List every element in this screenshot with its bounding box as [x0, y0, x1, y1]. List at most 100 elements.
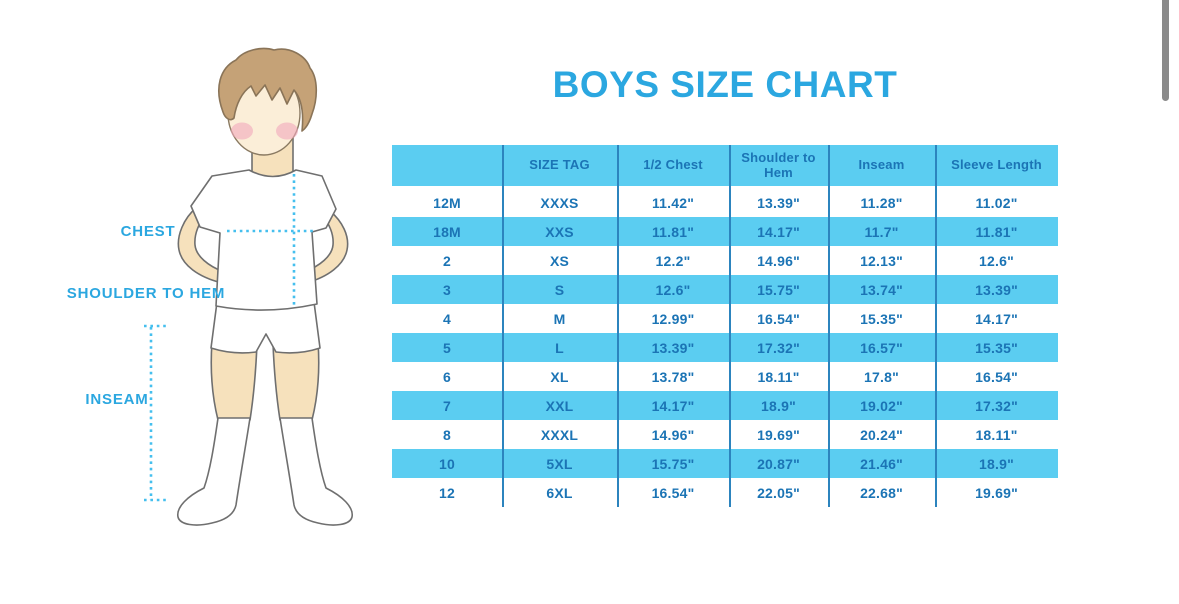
page-title: BOYS SIZE CHART	[552, 64, 898, 105]
table-cell: 19.02"	[860, 397, 903, 414]
table-row: 6 XL 13.78" 18.11" 17.8" 16.54"	[392, 362, 1058, 391]
table-cell: 18.9"	[979, 455, 1014, 472]
boy-figure-illustration: CHEST SHOULDER TO HEM INSEAM	[67, 47, 353, 526]
table-cell: 11.02"	[975, 194, 1018, 211]
table-header-cell: Inseam	[858, 157, 905, 173]
table-cell: 16.54"	[975, 368, 1018, 385]
table-cell: 15.35"	[860, 310, 903, 327]
table-cell: 15.75"	[757, 281, 800, 298]
table-header-cell: Shoulder to Hem	[741, 149, 816, 180]
table-cell: 13.74"	[860, 281, 903, 298]
table-row: 2 XS 12.2" 14.96" 12.13" 12.6"	[392, 246, 1058, 275]
table-cell: 5XL	[546, 455, 573, 472]
table-cell: 11.81"	[651, 223, 695, 240]
table-cell: 6XL	[546, 484, 573, 501]
table-cell: 19.69"	[757, 426, 800, 443]
figure-tshirt	[190, 169, 337, 311]
table-header-row: SIZE TAG 1/2 Chest Shoulder to Hem Inseam Sl…	[392, 145, 1058, 186]
table-cell: L	[555, 339, 564, 356]
table-cell: 18.9"	[761, 397, 796, 414]
table-cell: 11.81"	[975, 223, 1018, 240]
table-cell: S	[554, 281, 565, 298]
figure-left-sock	[177, 417, 251, 526]
table-cell: 17.32"	[757, 339, 800, 356]
size-table: SIZE TAG 1/2 Chest Shoulder to Hem Inseam Sl…	[392, 145, 1058, 507]
table-row: 4 M 12.99" 16.54" 15.35" 14.17"	[392, 304, 1058, 333]
row-age-label: 6	[443, 368, 451, 385]
column-divider	[729, 145, 731, 507]
table-cell: XL	[550, 368, 569, 385]
table-cell: 14.17"	[757, 223, 800, 240]
table-cell: 12.6"	[655, 281, 691, 298]
table-header-cell: Sleeve Length	[951, 157, 1042, 173]
row-age-label: 18M	[433, 223, 461, 240]
table-row: 3 S 12.6" 15.75" 13.74" 13.39"	[392, 275, 1058, 304]
figure-right-leg	[272, 341, 320, 421]
column-divider	[502, 145, 504, 507]
row-age-label: 12M	[433, 194, 461, 211]
table-row: 7 XXL 14.17" 18.9" 19.02" 17.32"	[392, 391, 1058, 420]
table-header-cell: SIZE TAG	[529, 157, 590, 173]
table-cell: 16.54"	[651, 484, 695, 501]
figure-left-leg	[210, 341, 258, 421]
row-age-label: 5	[443, 339, 451, 356]
figure-hair	[218, 47, 318, 132]
table-cell: 12.99"	[651, 310, 695, 327]
table-row: 10 5XL 15.75" 20.87" 21.46" 18.9"	[392, 449, 1058, 478]
table-cell: 11.7"	[864, 223, 899, 240]
table-cell: 18.11"	[757, 368, 800, 385]
table-cell: 22.05"	[757, 484, 800, 501]
table-cell: 18.11"	[975, 426, 1018, 443]
table-row: 12M XXXS 11.42" 13.39" 11.28" 11.02"	[392, 188, 1058, 217]
figure-right-cheek-blush	[276, 122, 298, 140]
table-cell: XXXS	[540, 194, 579, 211]
chest-label: CHEST	[121, 223, 176, 240]
column-divider	[828, 145, 830, 507]
table-cell: 13.39"	[757, 194, 800, 211]
table-cell: 17.8"	[864, 368, 899, 385]
table-cell: 11.28"	[860, 194, 903, 211]
table-cell: 14.96"	[757, 252, 800, 269]
table-cell: 13.39"	[651, 339, 695, 356]
table-row: 8 XXXL 14.96" 19.69" 20.24" 18.11"	[392, 420, 1058, 449]
row-age-label: 10	[439, 455, 455, 472]
table-header-cell	[392, 145, 502, 186]
figure-left-cheek-blush	[231, 122, 253, 140]
table-cell: 14.96"	[651, 426, 695, 443]
table-cell: 22.68"	[860, 484, 903, 501]
column-divider	[617, 145, 619, 507]
table-row: 18M XXS 11.81" 14.17" 11.7" 11.81"	[392, 217, 1058, 246]
table-row: 12 6XL 16.54" 22.05" 22.68" 19.69"	[392, 478, 1058, 507]
inseam-label: INSEAM	[85, 391, 148, 408]
row-age-label: 12	[439, 484, 455, 501]
table-cell: 20.87"	[757, 455, 800, 472]
shoulder-to-hem-label: SHOULDER TO HEM	[67, 285, 225, 302]
row-age-label: 2	[443, 252, 451, 269]
row-age-label: 8	[443, 426, 451, 443]
table-cell: XXS	[545, 223, 574, 240]
table-cell: 12.6"	[979, 252, 1014, 269]
table-cell: 12.13"	[860, 252, 903, 269]
table-cell: 12.2"	[655, 252, 691, 269]
table-cell: 14.17"	[651, 397, 695, 414]
table-cell: 19.69"	[975, 484, 1018, 501]
table-cell: XXL	[545, 397, 574, 414]
size-table-body: 12M XXXS 11.42" 13.39" 11.28" 11.02" 18M XXS 11.…	[392, 188, 1058, 507]
table-cell: XXXL	[540, 426, 579, 443]
table-cell: 17.32"	[975, 397, 1018, 414]
table-cell: 13.78"	[651, 368, 695, 385]
table-cell: 20.24"	[860, 426, 903, 443]
table-header-cell: 1/2 Chest	[643, 157, 703, 173]
table-cell: 15.35"	[975, 339, 1018, 356]
column-divider	[935, 145, 937, 507]
table-cell: 16.57"	[860, 339, 903, 356]
table-cell: 21.46"	[860, 455, 903, 472]
table-cell: 13.39"	[975, 281, 1018, 298]
table-cell: 14.17"	[975, 310, 1018, 327]
table-cell: 15.75"	[651, 455, 695, 472]
row-age-label: 3	[443, 281, 451, 298]
table-row: 5 L 13.39" 17.32" 16.57" 15.35"	[392, 333, 1058, 362]
table-cell: XS	[549, 252, 570, 269]
vertical-scrollbar-thumb[interactable]	[1162, 0, 1169, 101]
row-age-label: 4	[443, 310, 451, 327]
